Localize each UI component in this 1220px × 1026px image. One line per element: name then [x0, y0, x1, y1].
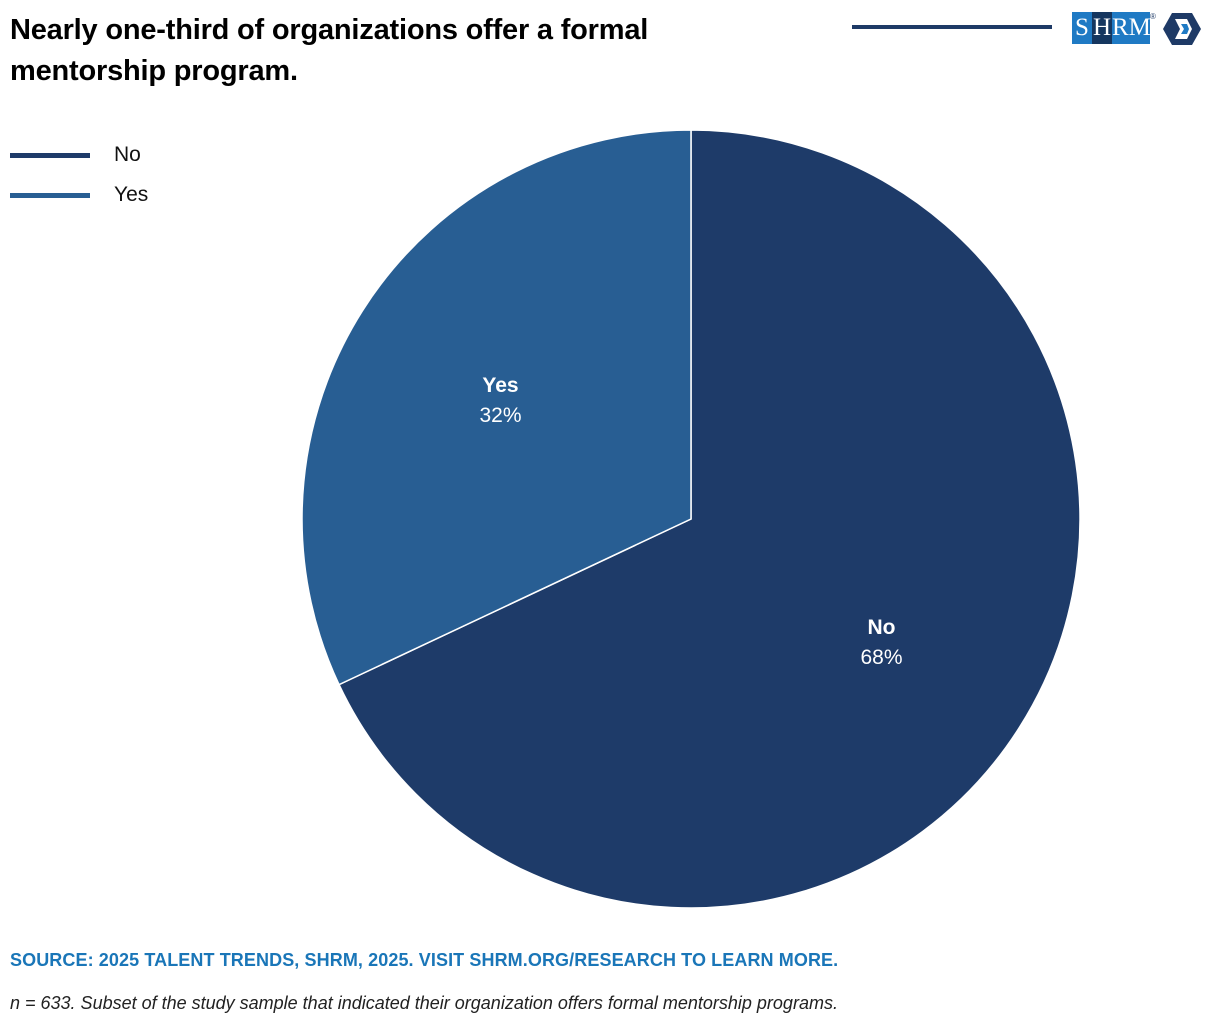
legend-swatch-yes [10, 193, 90, 198]
registered-mark: ® [1150, 12, 1156, 21]
legend-label-yes: Yes [114, 183, 149, 206]
pie-chart: No 68% Yes 32% [301, 129, 1081, 909]
pie-slice-no[interactable] [338, 129, 1081, 909]
slice-label-no: No [867, 616, 895, 639]
shrm-logo[interactable]: S H RM ® [1072, 12, 1204, 46]
chart-title: Nearly one-third of organizations offer … [10, 14, 649, 87]
slice-value-no: 68% [860, 646, 902, 669]
slice-value-yes: 32% [479, 404, 521, 427]
shrm-wordmark: S H RM [1072, 12, 1151, 44]
legend-swatch-no [10, 153, 90, 158]
legend-label-no: No [114, 143, 141, 166]
header-rule [852, 25, 1052, 29]
pie-slice-yes[interactable] [301, 129, 692, 686]
logo-letter-h: H [1092, 12, 1112, 44]
sample-note: n = 633. Subset of the study sample that… [10, 993, 838, 1013]
logo-letter-s: S [1072, 12, 1092, 44]
shrm-hexagon-icon [1163, 13, 1201, 45]
logo-letters-rm: RM [1112, 12, 1151, 44]
slice-label-yes: Yes [482, 374, 518, 397]
source-note: SOURCE: 2025 TALENT TRENDS, SHRM, 2025. … [10, 950, 839, 970]
